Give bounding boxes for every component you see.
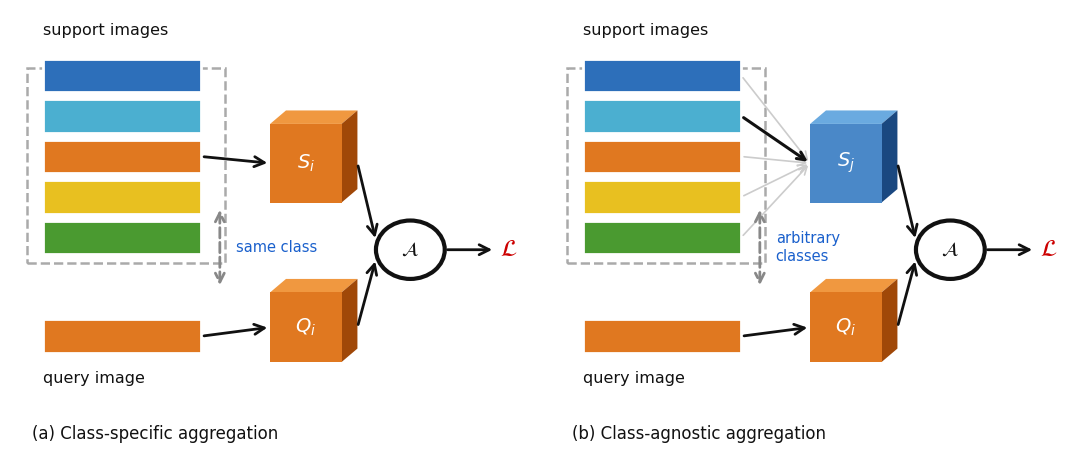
Bar	[270, 292, 341, 362]
Text: $\mathcal{L}$: $\mathcal{L}$	[1040, 238, 1057, 261]
Text: $Q_i$: $Q_i$	[835, 316, 856, 338]
Polygon shape	[881, 279, 897, 362]
Circle shape	[916, 220, 985, 279]
Text: query image: query image	[582, 371, 685, 386]
Text: $\mathcal{A}$: $\mathcal{A}$	[402, 241, 419, 259]
Polygon shape	[341, 279, 357, 362]
Bar	[810, 124, 881, 203]
Bar	[42, 319, 201, 353]
Bar	[27, 68, 225, 263]
Text: same class: same class	[235, 240, 316, 255]
Polygon shape	[810, 110, 897, 124]
Polygon shape	[881, 110, 897, 203]
Circle shape	[376, 220, 445, 279]
Text: (b) Class-agnostic aggregation: (b) Class-agnostic aggregation	[572, 425, 826, 443]
Text: $S_i$: $S_i$	[297, 153, 315, 174]
Polygon shape	[270, 110, 357, 124]
Bar	[42, 59, 201, 93]
Bar	[42, 220, 201, 254]
Text: $S_j$: $S_j$	[837, 151, 855, 176]
Text: $\mathcal{L}$: $\mathcal{L}$	[500, 238, 517, 261]
Bar	[582, 99, 741, 133]
Bar	[270, 124, 341, 203]
Text: $\mathcal{A}$: $\mathcal{A}$	[942, 241, 959, 259]
Bar	[42, 99, 201, 133]
Text: (a) Class-specific aggregation: (a) Class-specific aggregation	[32, 425, 279, 443]
Bar	[582, 319, 741, 353]
Bar	[42, 180, 201, 214]
Bar	[582, 220, 741, 254]
Bar	[42, 139, 201, 173]
Polygon shape	[341, 110, 357, 203]
Polygon shape	[810, 279, 897, 292]
Bar	[567, 68, 765, 263]
Text: arbitrary
classes: arbitrary classes	[775, 231, 840, 264]
Text: query image: query image	[42, 371, 145, 386]
Bar	[582, 59, 741, 93]
Text: $Q_i$: $Q_i$	[295, 316, 316, 338]
Text: support images: support images	[42, 23, 167, 38]
Bar	[582, 139, 741, 173]
Text: support images: support images	[582, 23, 707, 38]
Bar	[810, 292, 881, 362]
Bar	[582, 180, 741, 214]
Polygon shape	[270, 279, 357, 292]
